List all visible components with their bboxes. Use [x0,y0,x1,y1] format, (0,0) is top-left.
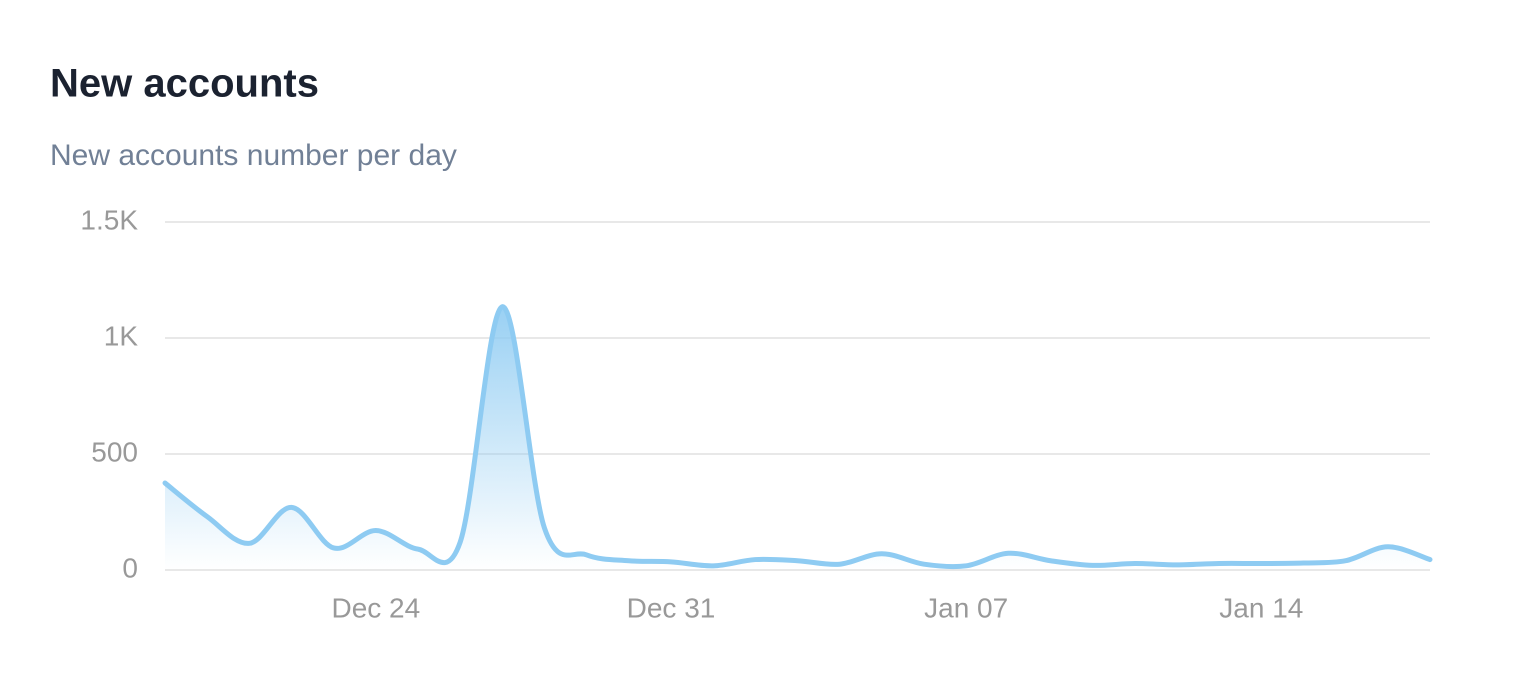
x-tick-label: Jan 14 [1219,592,1303,623]
y-tick-label: 500 [91,436,138,467]
y-tick-label: 1.5K [80,204,138,235]
line [162,304,1433,570]
x-tick-label: Dec 31 [627,592,716,623]
chart-title: New accounts [50,62,319,106]
x-tick-label: Jan 07 [924,592,1008,623]
area [165,306,1430,570]
chart-subtitle: New accounts number per day [50,139,457,172]
y-tick-label: 0 [122,552,138,583]
x-tick-label: Dec 24 [331,592,420,623]
y-tick-label: 1K [104,320,139,351]
